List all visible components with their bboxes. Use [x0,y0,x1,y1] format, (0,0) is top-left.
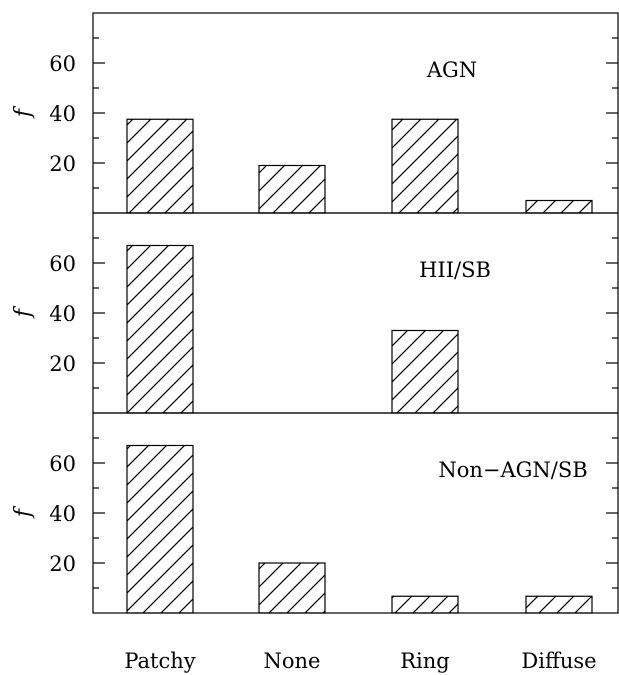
bar-patchy [126,244,194,414]
x-category-labels: Patchy None Ring Diffuse [124,649,596,673]
panels-group: 20 40 60 f AGN 20 40 60 f HII/SB 20 40 60 f Non−AGN/SB [11,12,619,614]
bar-none [258,164,326,214]
y-tick-label: 60 [49,252,76,276]
panel-label: HII/SB [419,258,491,282]
bar-patchy [126,444,194,614]
y-tick-label: 40 [49,502,76,526]
y-tick-label: 20 [49,352,76,376]
y-tick-label: 20 [49,152,76,176]
bar-ring [391,118,459,214]
y-tick-label: 40 [49,302,76,326]
y-tick-label: 60 [49,452,76,476]
panel-3: 20 40 60 f Non−AGN/SB [11,412,619,614]
x-category-label-none: None [264,649,321,673]
bar-ring [391,595,459,614]
panel-2: 20 40 60 f HII/SB [11,212,619,414]
panel-label: Non−AGN/SB [438,458,587,482]
panel-label: AGN [426,58,477,82]
y-axis-label: f [11,305,36,319]
panel-1: 20 40 60 f AGN [11,12,619,214]
x-category-label-diffuse: Diffuse [521,649,596,673]
bar-ring [391,329,459,414]
bar-none [258,562,326,614]
y-tick-label: 60 [49,52,76,76]
y-axis-label: f [11,505,36,519]
bar-diffuse [525,595,593,614]
bar-patchy [126,118,194,214]
y-tick-label: 20 [49,552,76,576]
y-tick-label: 40 [49,102,76,126]
x-category-label-ring: Ring [400,649,450,673]
y-axis-label: f [11,105,36,119]
x-category-label-patchy: Patchy [124,649,195,673]
bar-diffuse [525,199,593,214]
